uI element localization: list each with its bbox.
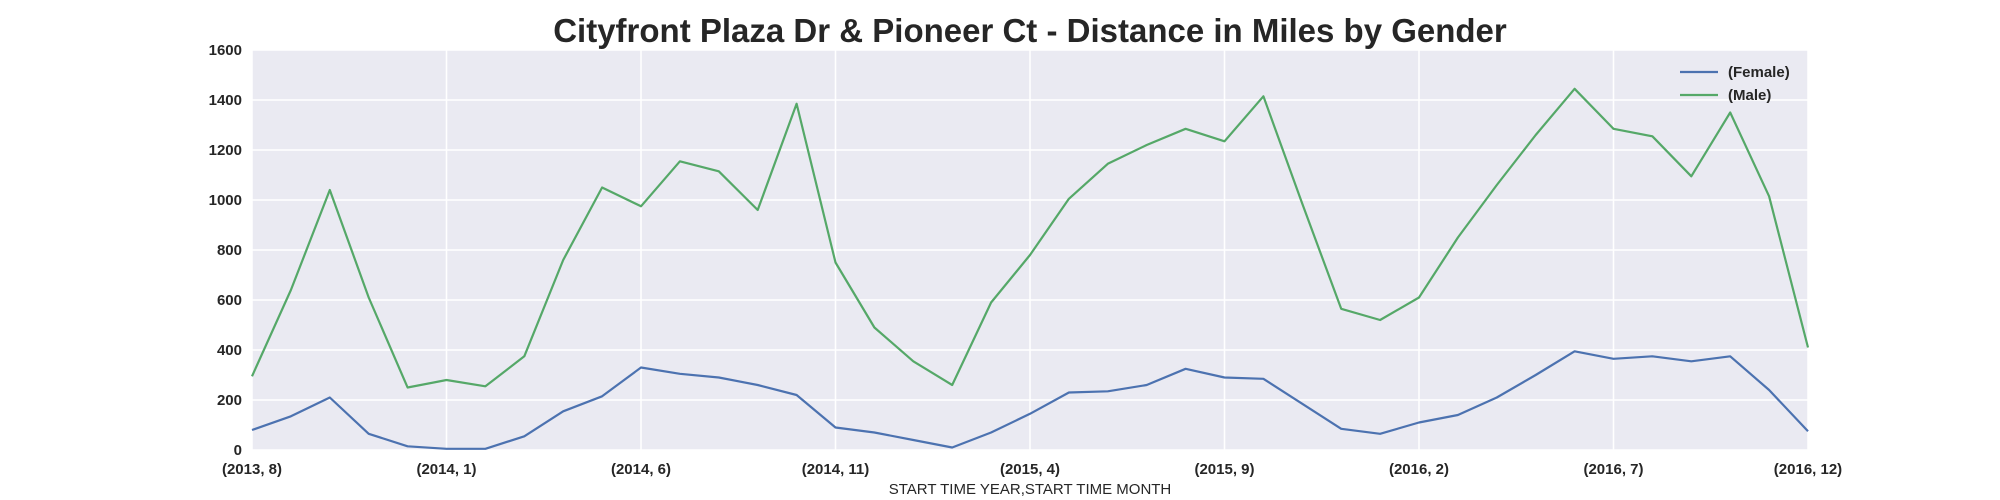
y-tick-label: 1000 — [209, 192, 242, 209]
legend: (Female) (Male) — [1680, 64, 1790, 104]
x-tick-label: (2016, 7) — [1583, 461, 1643, 478]
x-axis-ticks: (2013, 8) (2014, 1) (2014, 6) (2014, 11) (20… — [222, 461, 1842, 478]
x-axis-label: START TIME YEAR,START TIME MONTH — [889, 481, 1172, 498]
x-tick-label: (2013, 8) — [222, 461, 282, 478]
x-tick-label: (2016, 12) — [1774, 461, 1842, 478]
series-line — [250, 87, 1810, 389]
series-line — [251, 350, 1809, 450]
grid-lines — [251, 49, 1809, 451]
y-tick-label: 0 — [234, 442, 242, 459]
x-tick-label: (2014, 6) — [611, 461, 671, 478]
y-tick-label: 1200 — [209, 142, 242, 159]
y-tick-label: 200 — [217, 392, 242, 409]
y-axis-ticks: 0 200 400 600 800 1000 1200 1400 1600 — [209, 42, 242, 459]
legend-label: (Female) — [1728, 64, 1790, 81]
x-tick-label: (2014, 1) — [416, 461, 476, 478]
y-tick-label: 800 — [217, 242, 242, 259]
y-tick-label: 400 — [217, 342, 242, 359]
x-tick-label: (2015, 4) — [1000, 461, 1060, 478]
y-tick-label: 1400 — [209, 92, 242, 109]
x-tick-label: (2015, 9) — [1194, 461, 1254, 478]
y-tick-label: 1600 — [209, 42, 242, 59]
x-tick-label: (2016, 2) — [1389, 461, 1449, 478]
y-tick-label: 600 — [217, 292, 242, 309]
chart-title: Cityfront Plaza Dr & Pioneer Ct - Distan… — [553, 12, 1507, 49]
x-tick-label: (2014, 11) — [802, 461, 870, 478]
legend-label: (Male) — [1728, 87, 1771, 104]
series-lines — [250, 87, 1810, 450]
